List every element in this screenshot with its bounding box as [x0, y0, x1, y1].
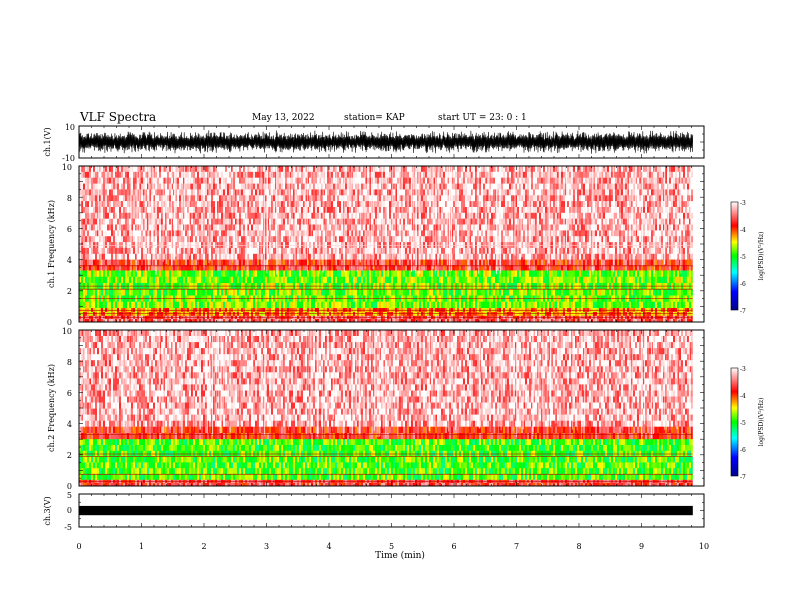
ch1-colorbar-tick-m3: -3: [740, 200, 746, 207]
ch1-spectrogram-ticks: [78, 165, 705, 323]
spectrogram-lines: [79, 245, 693, 318]
ch2-colorbar-tick-m4: -4: [740, 393, 746, 400]
station-label: station= KAP: [344, 113, 405, 123]
spectrogram-band: [79, 308, 693, 317]
x-tick-label: 4: [326, 542, 331, 551]
ch3-ytick-mid: 0: [67, 506, 72, 515]
x-tick-label: 0: [76, 542, 81, 551]
x-tick-label: 2: [201, 542, 206, 551]
ch3-waveform-panel: 5 0 -5 ch.3(V): [43, 491, 705, 532]
spectrogram-lines: [79, 434, 693, 482]
x-tick-label: 3: [264, 542, 269, 551]
ch2-colorbar-tick-m6: -6: [740, 447, 746, 454]
ch2-ytick-8: 8: [67, 358, 72, 367]
date-label: May 13, 2022: [252, 113, 315, 123]
ch2-ytick-10: 10: [62, 327, 72, 336]
ch3-waveform-ticks: [78, 493, 705, 528]
ch1-colorbar: [730, 201, 739, 311]
ch1-spectrogram-panel: 0 2 4 6 8 10 ch.1 Frequency (kHz) -3 -4 …: [47, 163, 765, 327]
ch2-spectrogram-ticks: [78, 329, 705, 487]
ch3-waveform-trace: [79, 505, 693, 516]
x-tick-label: 6: [451, 542, 456, 551]
ch1-waveform-ticks: [78, 125, 705, 159]
x-tick-label: 7: [514, 542, 519, 551]
ch3-waveform-ylabel: ch.3(V): [43, 496, 52, 525]
chart-title: VLF Spectra: [80, 110, 157, 124]
ch1-ytick-2: 2: [67, 287, 72, 296]
ch1-spectrogram-image: [79, 166, 704, 322]
ch1-waveform-panel: 10 -10 ch.1(V): [43, 123, 705, 163]
ch2-spectrogram-ylabel: ch.2 Frequency (kHz): [47, 364, 56, 452]
ch2-ytick-4: 4: [67, 420, 72, 429]
ch3-ytick-top: 5: [67, 491, 72, 500]
ch2-ytick-0: 0: [67, 482, 72, 491]
ch1-colorbar-tick-m4: -4: [740, 227, 746, 234]
ch1-ytick-6: 6: [67, 225, 72, 234]
ch2-colorbar-tick-m3: -3: [740, 366, 746, 373]
x-tick-label: 8: [576, 542, 581, 551]
ch3-ytick-bottom: -5: [64, 523, 72, 532]
ch1-colorbar-tick-m7: -7: [740, 308, 746, 315]
spectrogram-streaks: [79, 330, 690, 440]
ch2-ytick-2: 2: [67, 451, 72, 460]
start-ut-label: start UT = 23: 0 : 1: [438, 113, 527, 123]
ch2-colorbar: [730, 367, 739, 477]
ch1-ytick-top: 10: [65, 123, 75, 132]
spectrogram-band: [79, 426, 693, 440]
x-tick-label: 1: [139, 542, 144, 551]
ch2-colorbar-label: log(PSD)(V²/Hz): [758, 398, 765, 447]
x-axis-tick-labels: 0 1 2 3 4 5 6 7 8 9 10: [76, 542, 709, 551]
x-tick-label: 5: [389, 542, 394, 551]
ch2-ytick-6: 6: [67, 389, 72, 398]
ch1-waveform-trace: [78, 130, 694, 154]
x-tick-label: 10: [699, 542, 709, 551]
spectrogram-streaks: [79, 166, 692, 276]
x-tick-label: 9: [639, 542, 644, 551]
ch2-spectrogram-image: [79, 330, 704, 486]
ch1-spectrogram-ylabel: ch.1 Frequency (kHz): [47, 200, 56, 288]
ch1-colorbar-label: log(PSD)(V²/Hz): [758, 232, 765, 281]
ch1-waveform-ylabel: ch.1(V): [43, 127, 52, 156]
ch2-spectrogram-panel: 0 2 4 6 8 10 ch.2 Frequency (kHz) -3 -4 …: [47, 327, 765, 491]
ch1-colorbar-tick-m5: -5: [740, 254, 746, 261]
ch1-ytick-10: 10: [62, 163, 72, 172]
ch2-colorbar-tick-m5: -5: [740, 420, 746, 427]
ch1-ytick-bottom: -10: [62, 154, 75, 163]
x-axis-label: Time (min): [375, 550, 425, 561]
ch1-colorbar-tick-m6: -6: [740, 281, 746, 288]
ch1-waveform-line: [78, 130, 694, 154]
ch2-colorbar-tick-m7: -7: [740, 474, 746, 481]
ch1-ytick-4: 4: [67, 256, 72, 265]
ch1-ytick-0: 0: [67, 318, 72, 327]
ch1-ytick-8: 8: [67, 194, 72, 203]
